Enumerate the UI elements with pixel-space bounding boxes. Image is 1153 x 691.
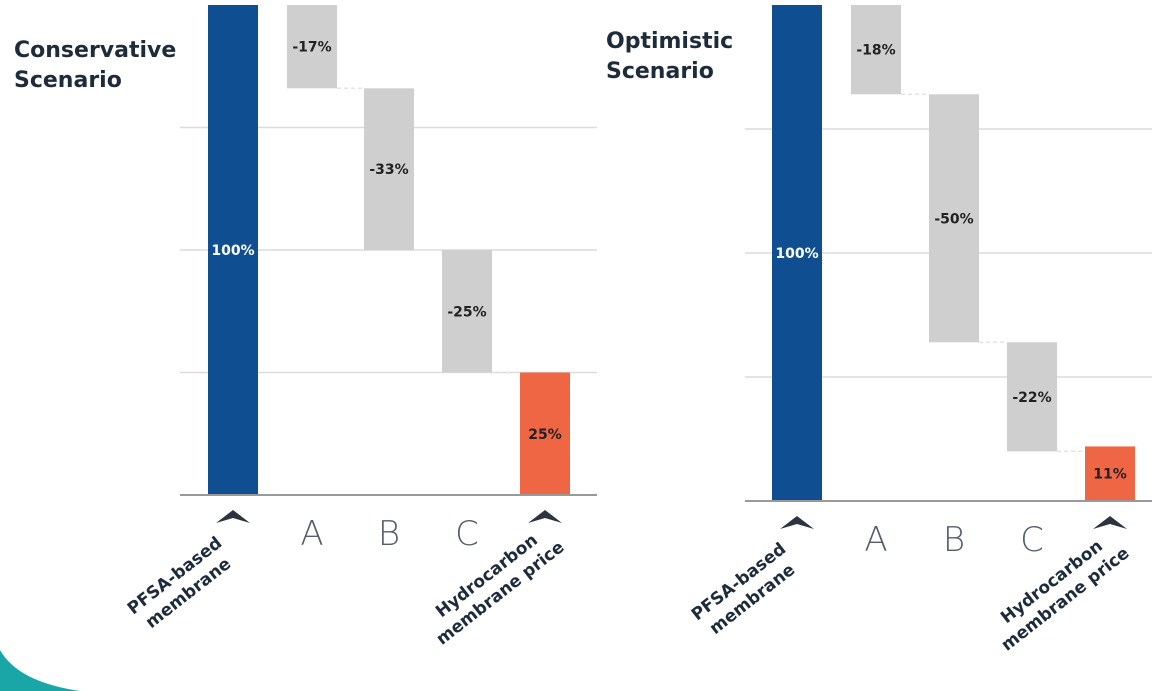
- data-label: 11%: [1093, 467, 1127, 483]
- category-label: A: [864, 520, 887, 560]
- chart-title-line-2: Scenario: [14, 68, 122, 93]
- category-label: B: [943, 520, 965, 560]
- data-label: -22%: [1012, 390, 1051, 406]
- chart-title: Conservative Scenario: [14, 36, 176, 96]
- caret-up-icon: [528, 510, 562, 523]
- caret-up-icon: [216, 510, 250, 523]
- corner-accent-path: [0, 650, 80, 691]
- bar-delta: [442, 250, 492, 373]
- corner-accent-shape: [0, 650, 80, 691]
- chart-title: Optimistic Scenario: [606, 27, 733, 87]
- bar-end: [520, 372, 570, 495]
- caret-up-icon: [780, 516, 814, 529]
- caret-up-icon: [1093, 516, 1127, 529]
- data-label: -33%: [369, 162, 408, 178]
- bar-delta: [1007, 342, 1057, 452]
- data-label: 100%: [775, 246, 818, 262]
- bar-delta: [929, 94, 979, 343]
- category-label: C: [455, 514, 479, 554]
- data-label: -50%: [934, 211, 973, 227]
- bar-start: [772, 5, 822, 501]
- bar-delta: [851, 5, 901, 95]
- category-label: B: [378, 514, 400, 554]
- chart-title-line-2: Scenario: [606, 59, 714, 84]
- category-label: A: [300, 514, 323, 554]
- bar-end: [1085, 446, 1135, 501]
- data-label: -17%: [292, 40, 331, 56]
- category-label: C: [1020, 520, 1044, 560]
- data-label: -18%: [856, 43, 895, 59]
- bar-delta: [287, 5, 337, 89]
- conservative-scenario-panel: Conservative Scenario 100% -17% -33% -25% 25…: [14, 5, 597, 649]
- chart-title-line-1: Conservative: [14, 38, 177, 63]
- data-label: 25%: [528, 427, 562, 443]
- bar-delta: [364, 88, 414, 250]
- data-label: 100%: [211, 243, 254, 259]
- optimistic-scenario-panel: Optimistic Scenario 100% -18% -50% -22% 11% P…: [590, 0, 1153, 691]
- data-label: -25%: [447, 304, 486, 320]
- chart-title-line-1: Optimistic: [606, 29, 734, 54]
- bar-start: [208, 5, 258, 495]
